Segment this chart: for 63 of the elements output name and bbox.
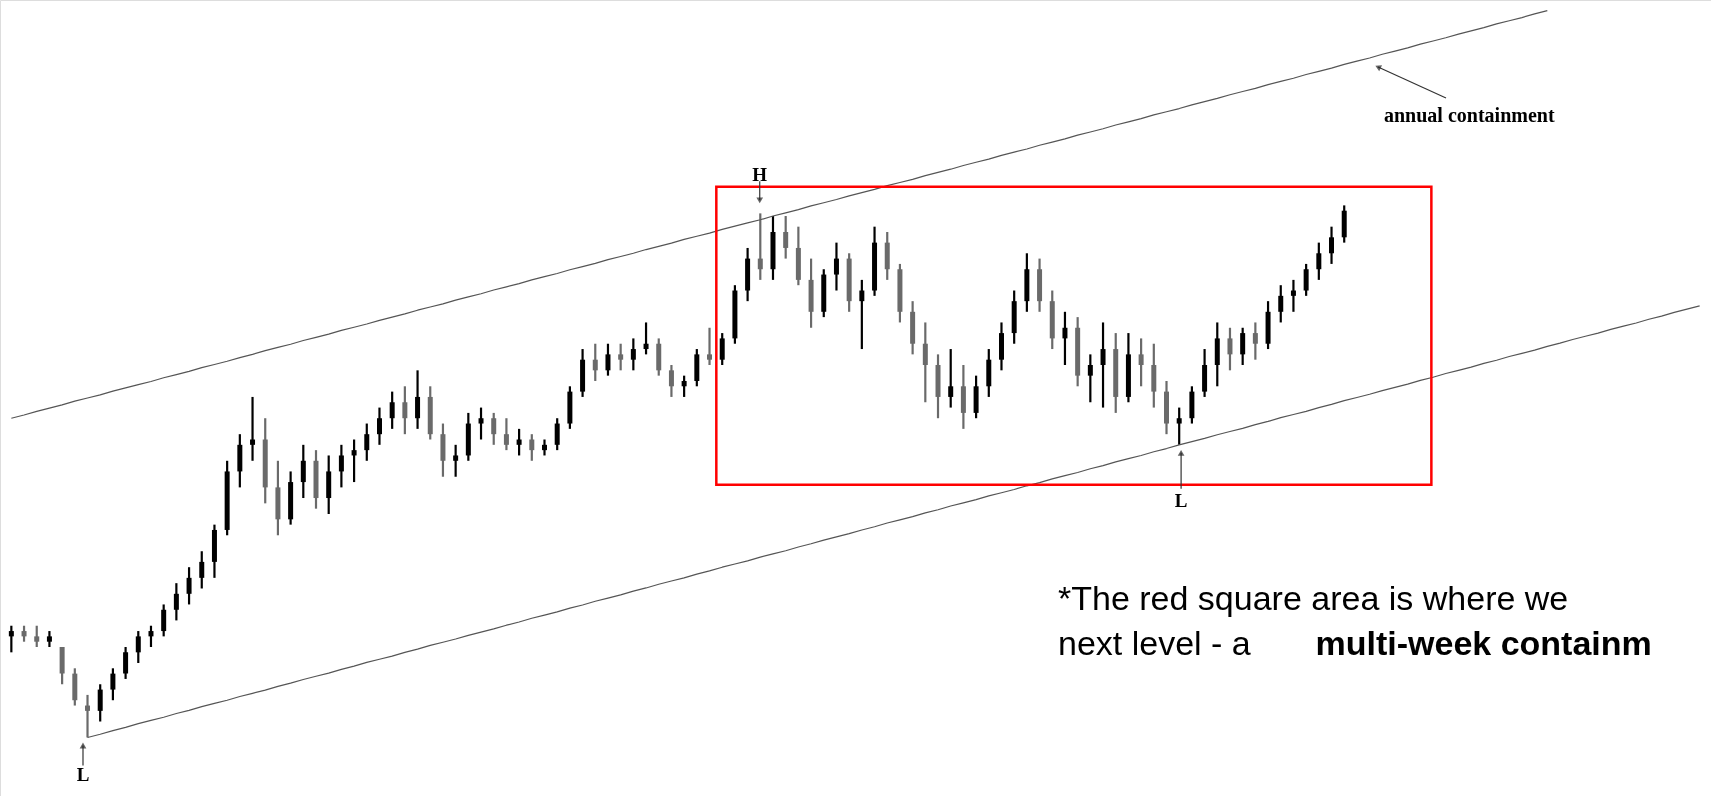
candlestick [110, 667, 116, 702]
candlestick [1278, 284, 1284, 324]
candlestick [34, 624, 40, 649]
candlestick [605, 342, 611, 377]
candlestick [1252, 321, 1258, 361]
candlestick [161, 603, 167, 638]
candlestick [135, 629, 141, 665]
candlestick [668, 363, 674, 399]
candlestick [300, 443, 306, 500]
text: annual containment [1384, 104, 1555, 126]
candlestick [148, 624, 154, 649]
candlestick [618, 342, 624, 372]
annotation: *The red square area is where we [1058, 579, 1569, 617]
candlestick [1240, 326, 1246, 367]
candlestick [1176, 406, 1182, 446]
candlestick [491, 411, 497, 446]
candlestick [1100, 321, 1106, 409]
candlestick [643, 321, 649, 356]
candlestick [8, 624, 14, 654]
candlestick [123, 645, 129, 681]
annotation: next level - a [1058, 624, 1251, 662]
candlestick [85, 693, 91, 739]
candlestick [529, 433, 535, 462]
text: L [76, 764, 90, 786]
candlestick [948, 347, 954, 409]
candlestick [1087, 353, 1093, 404]
candlestick [630, 337, 636, 372]
candlestick [453, 443, 459, 478]
candlestick [250, 395, 256, 462]
candlestick [503, 417, 509, 452]
candlestick [389, 390, 395, 430]
candlestick [859, 278, 865, 351]
candlestick [402, 385, 408, 436]
candlestick [338, 443, 344, 489]
candlestick [922, 321, 928, 404]
candlestick [1062, 310, 1068, 367]
candlestick [478, 406, 484, 441]
candlestick [364, 422, 370, 462]
candlestick [186, 566, 192, 606]
candlestick [833, 241, 839, 292]
candlestick [376, 406, 382, 446]
candlestick [681, 374, 687, 399]
candlestick [199, 550, 205, 590]
candlestick [516, 427, 522, 457]
candlestick [1227, 326, 1233, 372]
candlestick [1290, 278, 1296, 313]
candlestick [1138, 337, 1144, 388]
candlestick [783, 214, 789, 260]
annotation: L [1174, 489, 1188, 511]
candlestick [554, 417, 560, 452]
candlestick [707, 326, 713, 367]
text: H [752, 164, 768, 186]
candlestick [351, 438, 357, 484]
candlestick [1316, 241, 1322, 281]
candlestick [592, 342, 598, 383]
candlestick [415, 369, 421, 430]
candlestick [173, 582, 179, 622]
candlestick [719, 331, 725, 367]
candlestick [1329, 225, 1335, 266]
annotation: multi-week containm [1315, 624, 1652, 662]
candlestick [1303, 262, 1309, 297]
candlestick [97, 683, 103, 723]
candlestick [757, 212, 763, 281]
